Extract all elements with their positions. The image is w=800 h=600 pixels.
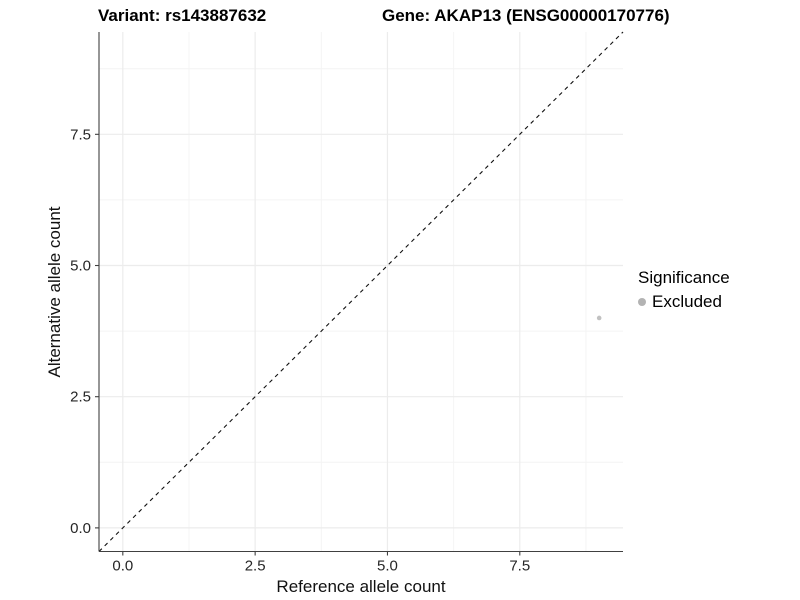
x-tick-label: 0.0: [112, 558, 133, 575]
legend: Significance Excluded: [638, 268, 730, 312]
legend-title: Significance: [638, 268, 730, 287]
x-tick-label: 5.0: [377, 558, 398, 575]
x-tick-label: 2.5: [245, 558, 266, 575]
legend-item-excluded: Excluded: [638, 292, 730, 312]
y-tick-label: 5.0: [70, 258, 91, 275]
plot-title-gene: Gene: AKAP13 (ENSG00000170776): [382, 6, 670, 25]
data-point: [596, 315, 602, 321]
plot-title-variant: Variant: rs143887632: [98, 6, 267, 25]
legend-item-label: Excluded: [652, 292, 722, 311]
x-axis-title: Reference allele count: [276, 577, 446, 596]
y-tick-label: 0.0: [70, 520, 91, 537]
y-axis-title: Alternative allele count: [45, 206, 64, 378]
y-tick-label: 2.5: [70, 389, 91, 406]
legend-point-icon: [638, 298, 646, 306]
y-tick-label: 7.5: [70, 126, 91, 143]
identity-line: [98, 31, 624, 552]
x-tick-label: 7.5: [509, 558, 530, 575]
